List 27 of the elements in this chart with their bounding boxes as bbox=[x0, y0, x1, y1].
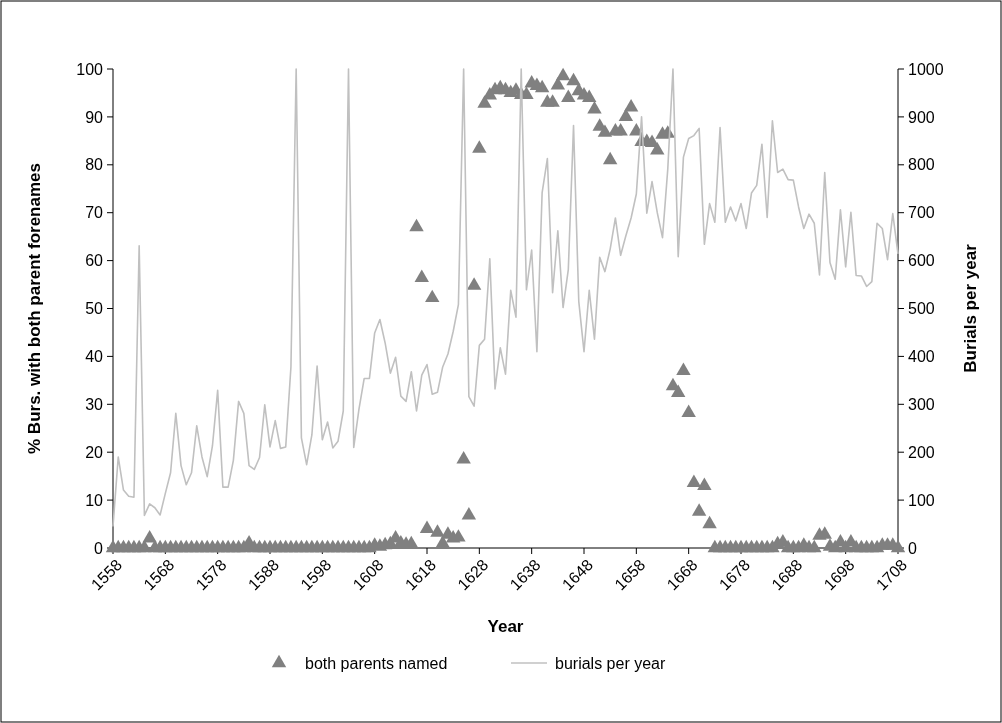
y-tick-label: 20 bbox=[85, 443, 104, 461]
y2-tick-label: 200 bbox=[908, 443, 935, 461]
y-axis-title: % Burs. with both parent forenames bbox=[25, 163, 44, 454]
y-tick-label: 50 bbox=[85, 300, 104, 318]
legend-label: burials per year bbox=[555, 654, 666, 672]
y2-tick-label: 800 bbox=[908, 156, 935, 174]
y-tick-label: 10 bbox=[85, 491, 104, 509]
y2-tick-label: 700 bbox=[908, 204, 935, 222]
y2-tick-label: 500 bbox=[908, 300, 935, 318]
y-tick-label: 70 bbox=[85, 204, 104, 222]
y2-tick-label: 300 bbox=[908, 395, 935, 413]
y2-tick-label: 0 bbox=[908, 539, 917, 557]
y2-tick-label: 600 bbox=[908, 252, 935, 270]
y-tick-label: 80 bbox=[85, 156, 104, 174]
x-axis-title: Year bbox=[487, 617, 524, 636]
y2-tick-label: 400 bbox=[908, 348, 935, 365]
legend-label: both parents named bbox=[305, 654, 448, 672]
y2-axis-title: Burials per year bbox=[961, 243, 980, 373]
y-tick-label: 0 bbox=[94, 539, 104, 557]
y-tick-label: 60 bbox=[85, 252, 104, 270]
y-tick-label: 100 bbox=[76, 60, 104, 78]
y2-tick-label: 100 bbox=[908, 491, 935, 509]
y-tick-label: 30 bbox=[85, 395, 104, 413]
y-tick-label: 40 bbox=[85, 348, 104, 365]
y2-tick-label: 900 bbox=[908, 108, 935, 126]
y-tick-label: 90 bbox=[85, 108, 104, 126]
y2-tick-label: 1000 bbox=[908, 60, 944, 78]
